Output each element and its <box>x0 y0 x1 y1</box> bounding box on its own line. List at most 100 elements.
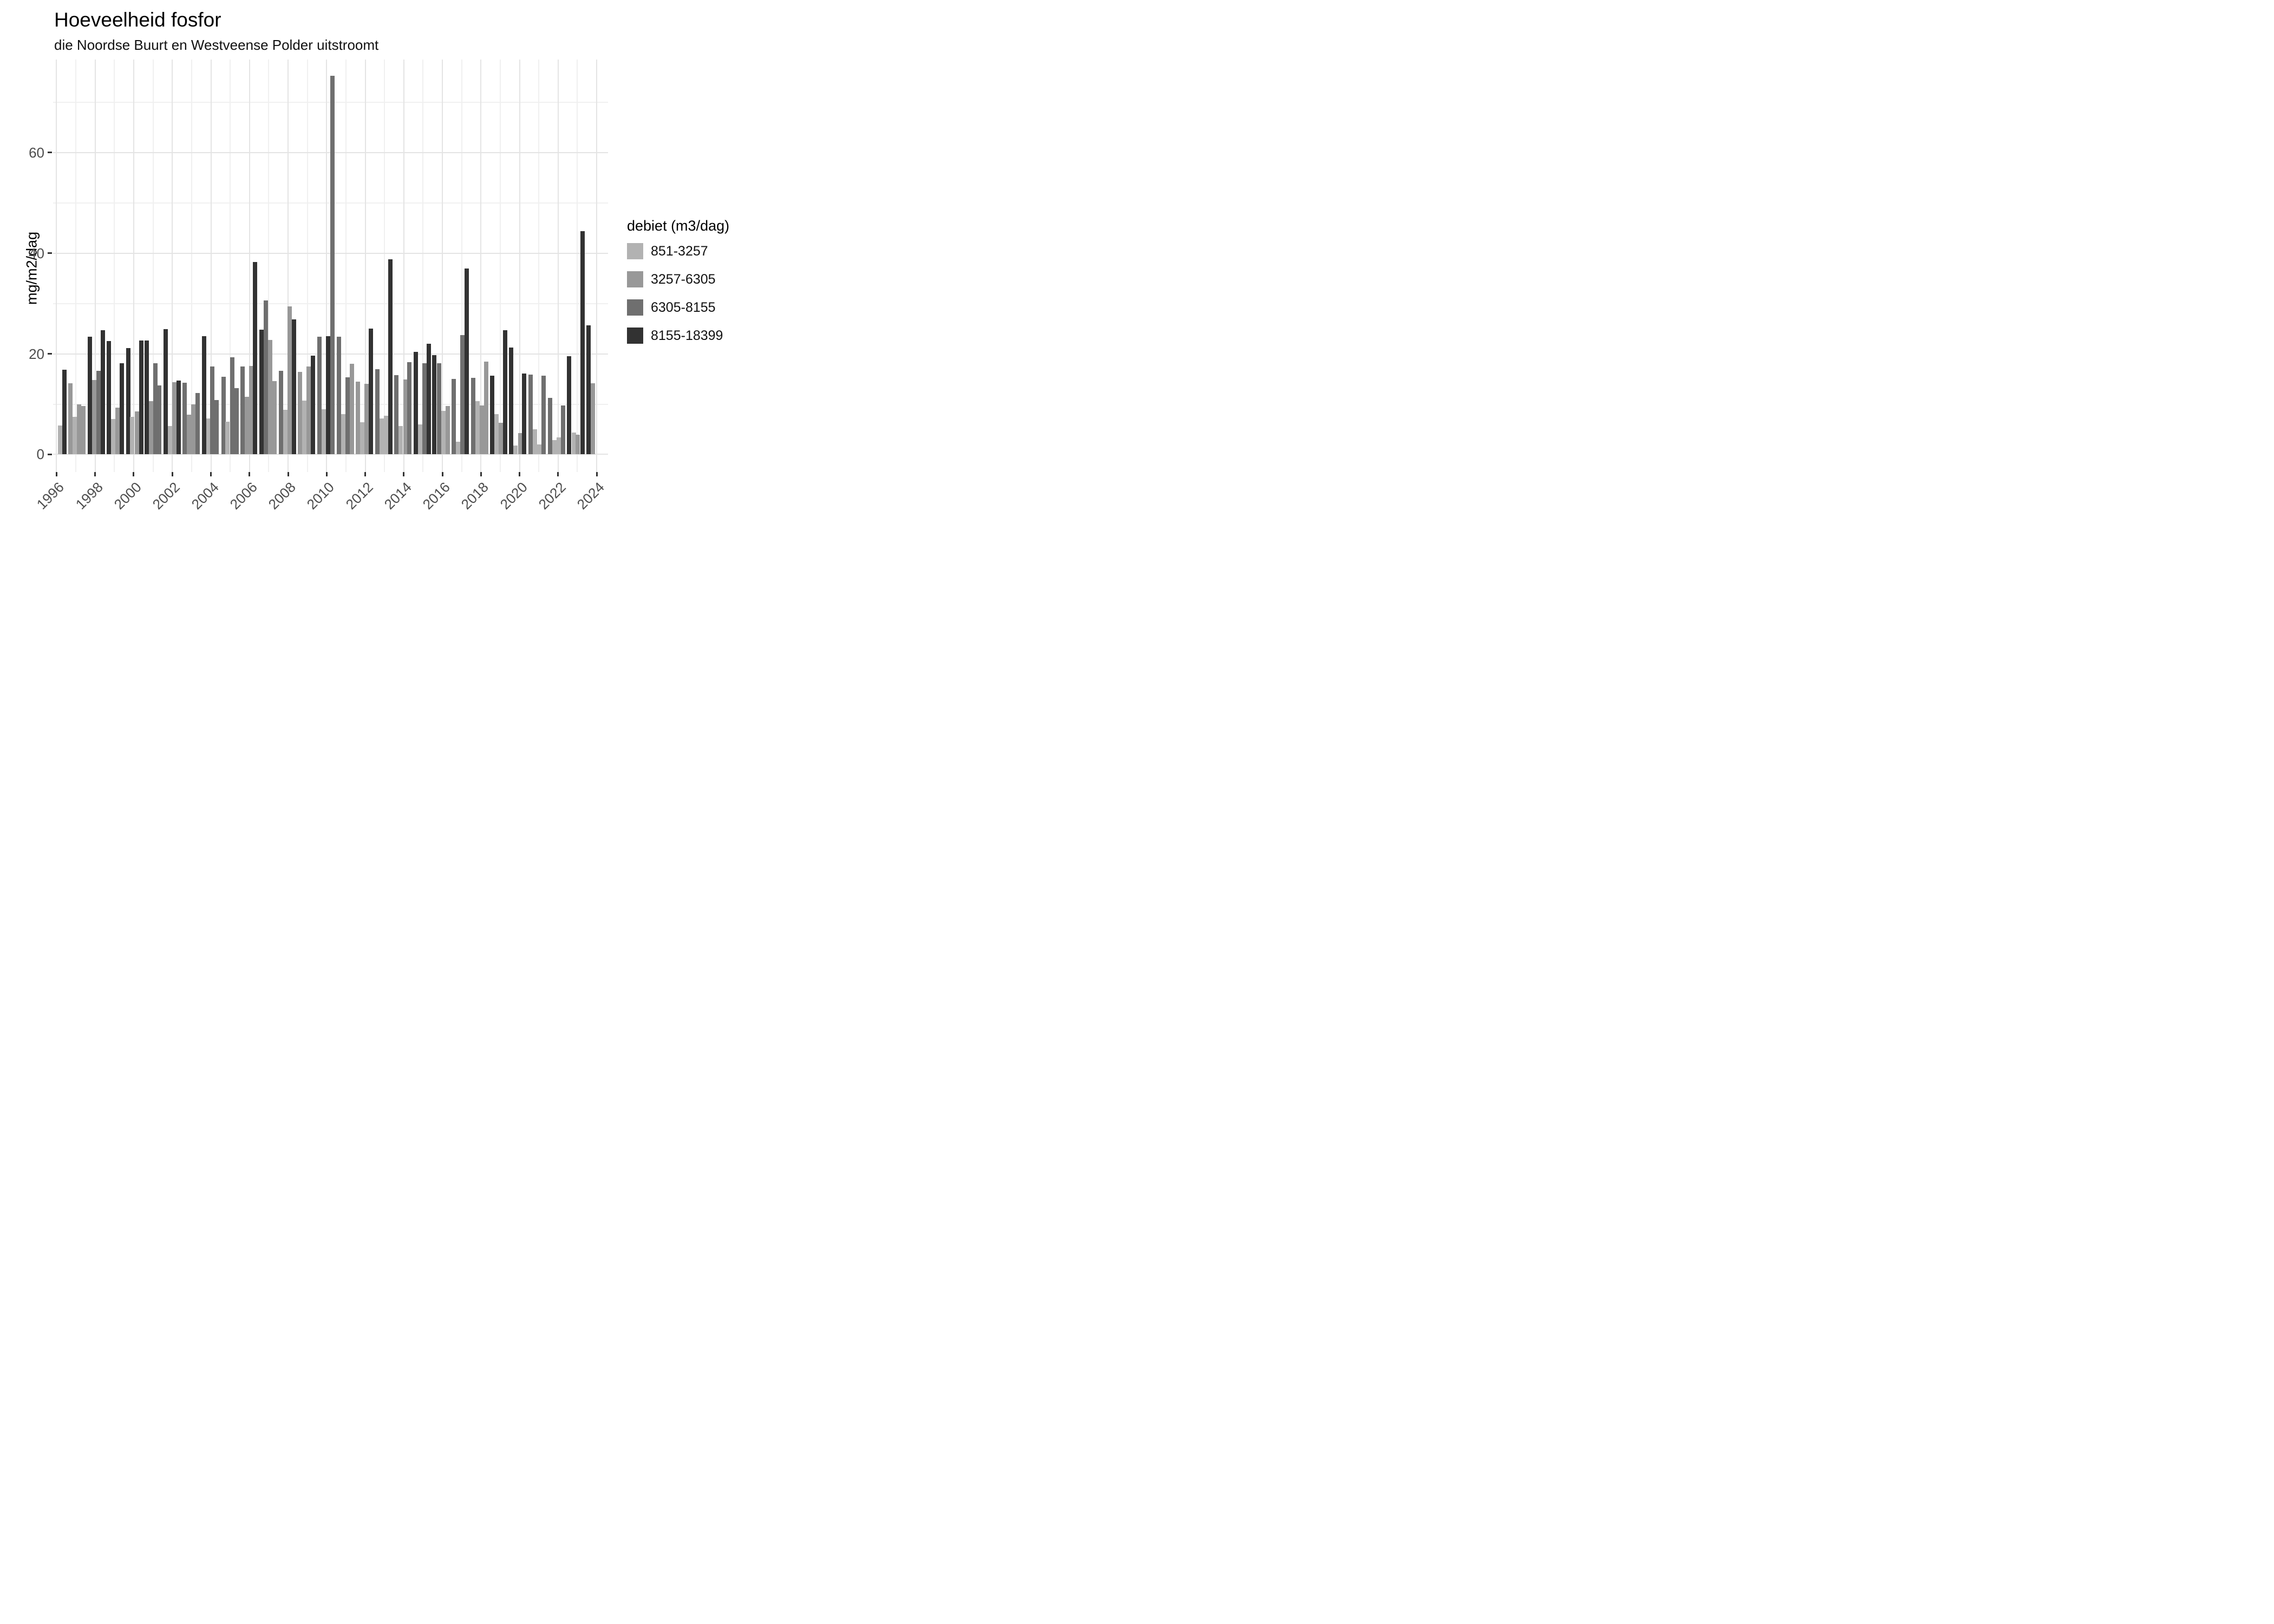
bar <box>240 366 245 455</box>
gridline-x-major <box>596 60 598 472</box>
bar <box>384 415 388 455</box>
legend-item-label: 851-3257 <box>651 243 708 259</box>
bar <box>62 370 67 455</box>
bar <box>92 379 96 455</box>
bar <box>157 385 162 455</box>
bar <box>302 401 307 455</box>
bar <box>264 300 269 455</box>
chart-subtitle: die Noordse Buurt en Westveense Polder u… <box>54 37 379 53</box>
legend-item: 6305-8155 <box>627 299 729 316</box>
bar <box>225 422 230 455</box>
gridline-x-minor <box>268 60 270 472</box>
legend-swatch <box>627 299 643 316</box>
bar <box>518 433 522 455</box>
bar <box>522 373 527 455</box>
bar <box>283 409 287 455</box>
bar <box>186 415 191 455</box>
gridline-x-minor <box>152 60 154 472</box>
x-axis-tick <box>287 472 289 476</box>
bar <box>176 380 181 455</box>
y-axis-tick <box>48 353 52 355</box>
bar <box>81 406 86 455</box>
x-axis-tick <box>94 472 96 476</box>
bar <box>349 364 354 455</box>
legend-title: debiet (m3/dag) <box>627 218 730 234</box>
bar <box>360 422 365 455</box>
bar <box>375 369 380 455</box>
gridline-x-major <box>519 60 520 472</box>
y-axis-title: mg/m2/dag <box>23 231 40 305</box>
bar <box>394 375 399 455</box>
gridline-x-minor <box>191 60 192 472</box>
bar <box>571 432 576 455</box>
gridline-x-minor <box>230 60 231 472</box>
bar <box>576 435 580 455</box>
y-axis-tick <box>48 152 52 154</box>
x-axis-tick <box>480 472 482 476</box>
x-axis-tick <box>596 472 598 476</box>
bar <box>96 371 101 455</box>
bar <box>556 437 561 455</box>
bar <box>567 356 572 455</box>
bar <box>356 381 361 455</box>
bar <box>418 424 423 455</box>
gridline-x-major <box>210 60 212 472</box>
x-axis-tick <box>441 472 443 476</box>
bar <box>68 383 73 455</box>
bar <box>298 372 303 455</box>
bar <box>528 374 533 455</box>
bar <box>432 355 437 455</box>
gridline-x-major <box>172 60 173 472</box>
bar <box>364 384 369 455</box>
bar <box>77 404 82 455</box>
bar <box>268 339 273 455</box>
bar <box>214 400 219 455</box>
x-axis-tick <box>210 472 212 476</box>
bar <box>456 442 461 455</box>
bar <box>414 351 419 455</box>
bar <box>253 261 258 455</box>
bar <box>149 401 154 455</box>
gridline-x-major <box>364 60 366 472</box>
x-axis-tick <box>403 472 405 476</box>
legend-item-label: 6305-8155 <box>651 299 716 315</box>
bar <box>130 416 135 455</box>
bar <box>445 406 450 455</box>
bar <box>489 375 494 455</box>
gridline-x-major <box>326 60 328 472</box>
bar <box>244 396 249 455</box>
legend-item: 3257-6305 <box>627 271 729 287</box>
bar <box>311 356 316 455</box>
bar <box>153 363 158 455</box>
bar <box>422 363 427 455</box>
bar <box>494 414 499 455</box>
bar <box>441 410 446 455</box>
bar <box>182 382 187 455</box>
gridline-x-minor <box>577 60 578 472</box>
bar <box>234 388 239 455</box>
bar <box>345 377 350 455</box>
bar <box>369 329 374 455</box>
gridline-x-minor <box>114 60 115 472</box>
gridline-x-major <box>94 60 96 472</box>
legend-swatch <box>627 328 643 344</box>
bar <box>475 401 480 455</box>
gridline-x-major <box>480 60 482 472</box>
bar <box>388 259 393 455</box>
gridline-x-major <box>557 60 559 472</box>
bar <box>272 381 277 455</box>
bar <box>287 306 292 455</box>
bar <box>330 75 335 455</box>
x-axis-tick <box>55 472 57 476</box>
gridline-x-minor <box>384 60 385 472</box>
gridline-x-minor <box>422 60 424 472</box>
bar <box>87 337 92 455</box>
gridline-y-major <box>53 454 608 455</box>
bar <box>452 379 456 455</box>
bar <box>291 319 296 455</box>
legend-items: 851-3257 3257-6305 6305-8155 8155-18399 <box>627 243 729 344</box>
bar <box>586 325 591 455</box>
gridline-x-minor <box>75 60 77 472</box>
gridline-x-minor <box>345 60 347 472</box>
chart-title: Hoeveelheid fosfor <box>54 9 221 31</box>
